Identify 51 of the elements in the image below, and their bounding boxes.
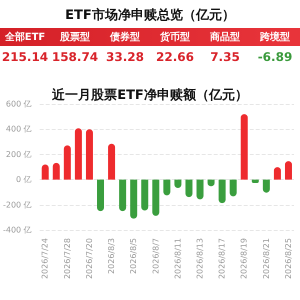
x-tick-label: 2026/8/21 bbox=[262, 238, 271, 280]
y-tick-label: 400 亿 bbox=[6, 124, 32, 134]
bar bbox=[130, 180, 138, 219]
category-label: 债券型 bbox=[108, 30, 141, 44]
bar bbox=[86, 129, 93, 180]
x-tick-label: 2026/8/11 bbox=[173, 238, 182, 280]
x-tick-label: 2026/8/3 bbox=[107, 238, 116, 274]
data-label: 215.14 bbox=[0, 50, 50, 64]
data-label: -6.89 bbox=[256, 50, 294, 64]
x-tick-label: 2026/8/5 bbox=[129, 238, 138, 274]
bar bbox=[52, 162, 60, 180]
data-label: 33.28 bbox=[105, 50, 145, 64]
x-tick-label: 2026/8/25 bbox=[284, 238, 293, 280]
bar bbox=[230, 180, 237, 196]
y-tick-label: 600 亿 bbox=[6, 100, 32, 108]
x-tick-label: 2026/8/19 bbox=[240, 238, 249, 280]
category-label: 股票型 bbox=[58, 30, 91, 44]
bar bbox=[97, 180, 104, 212]
bar bbox=[196, 180, 204, 200]
y-tick-label: 0 亿 bbox=[16, 175, 32, 184]
y-tick-label: 200 亿 bbox=[6, 150, 32, 159]
data-label: 7.35 bbox=[209, 50, 241, 64]
x-tick-label: 2026/8/13 bbox=[196, 238, 205, 280]
category-label: 商品型 bbox=[209, 30, 241, 44]
bar bbox=[262, 180, 270, 193]
y-tick-label: -400 亿 bbox=[2, 226, 32, 234]
y-tick-label: -200 亿 bbox=[2, 200, 32, 210]
bar bbox=[42, 164, 49, 180]
bar bbox=[141, 180, 148, 210]
category-label: 跨境型 bbox=[259, 30, 291, 44]
bar bbox=[152, 180, 160, 216]
data-label: 158.74 bbox=[50, 50, 100, 64]
bar bbox=[218, 180, 226, 204]
x-tick-label: 2026/7/24 bbox=[40, 238, 50, 280]
category-label: 货币型 bbox=[159, 30, 191, 44]
bar bbox=[240, 114, 248, 180]
bar bbox=[284, 161, 292, 180]
x-tick-label: 2026/8/7 bbox=[151, 238, 160, 274]
category-label: 全部ETF bbox=[4, 30, 46, 44]
bar bbox=[74, 128, 82, 180]
bar bbox=[64, 145, 71, 180]
bar bbox=[108, 144, 116, 180]
x-tick-label: 2026/7/28 bbox=[62, 238, 72, 280]
data-label: 22.66 bbox=[155, 50, 195, 64]
bar bbox=[119, 180, 126, 212]
x-tick-label: 2026/8/17 bbox=[218, 238, 227, 280]
bar bbox=[163, 180, 170, 196]
text: ETF市场净申赎总览（亿元） bbox=[64, 6, 236, 25]
x-tick-label: 2026/7/20 bbox=[84, 238, 94, 280]
bar bbox=[185, 180, 192, 198]
chart-title: 近一月股票ETF净申赎额（亿元） bbox=[51, 87, 248, 103]
